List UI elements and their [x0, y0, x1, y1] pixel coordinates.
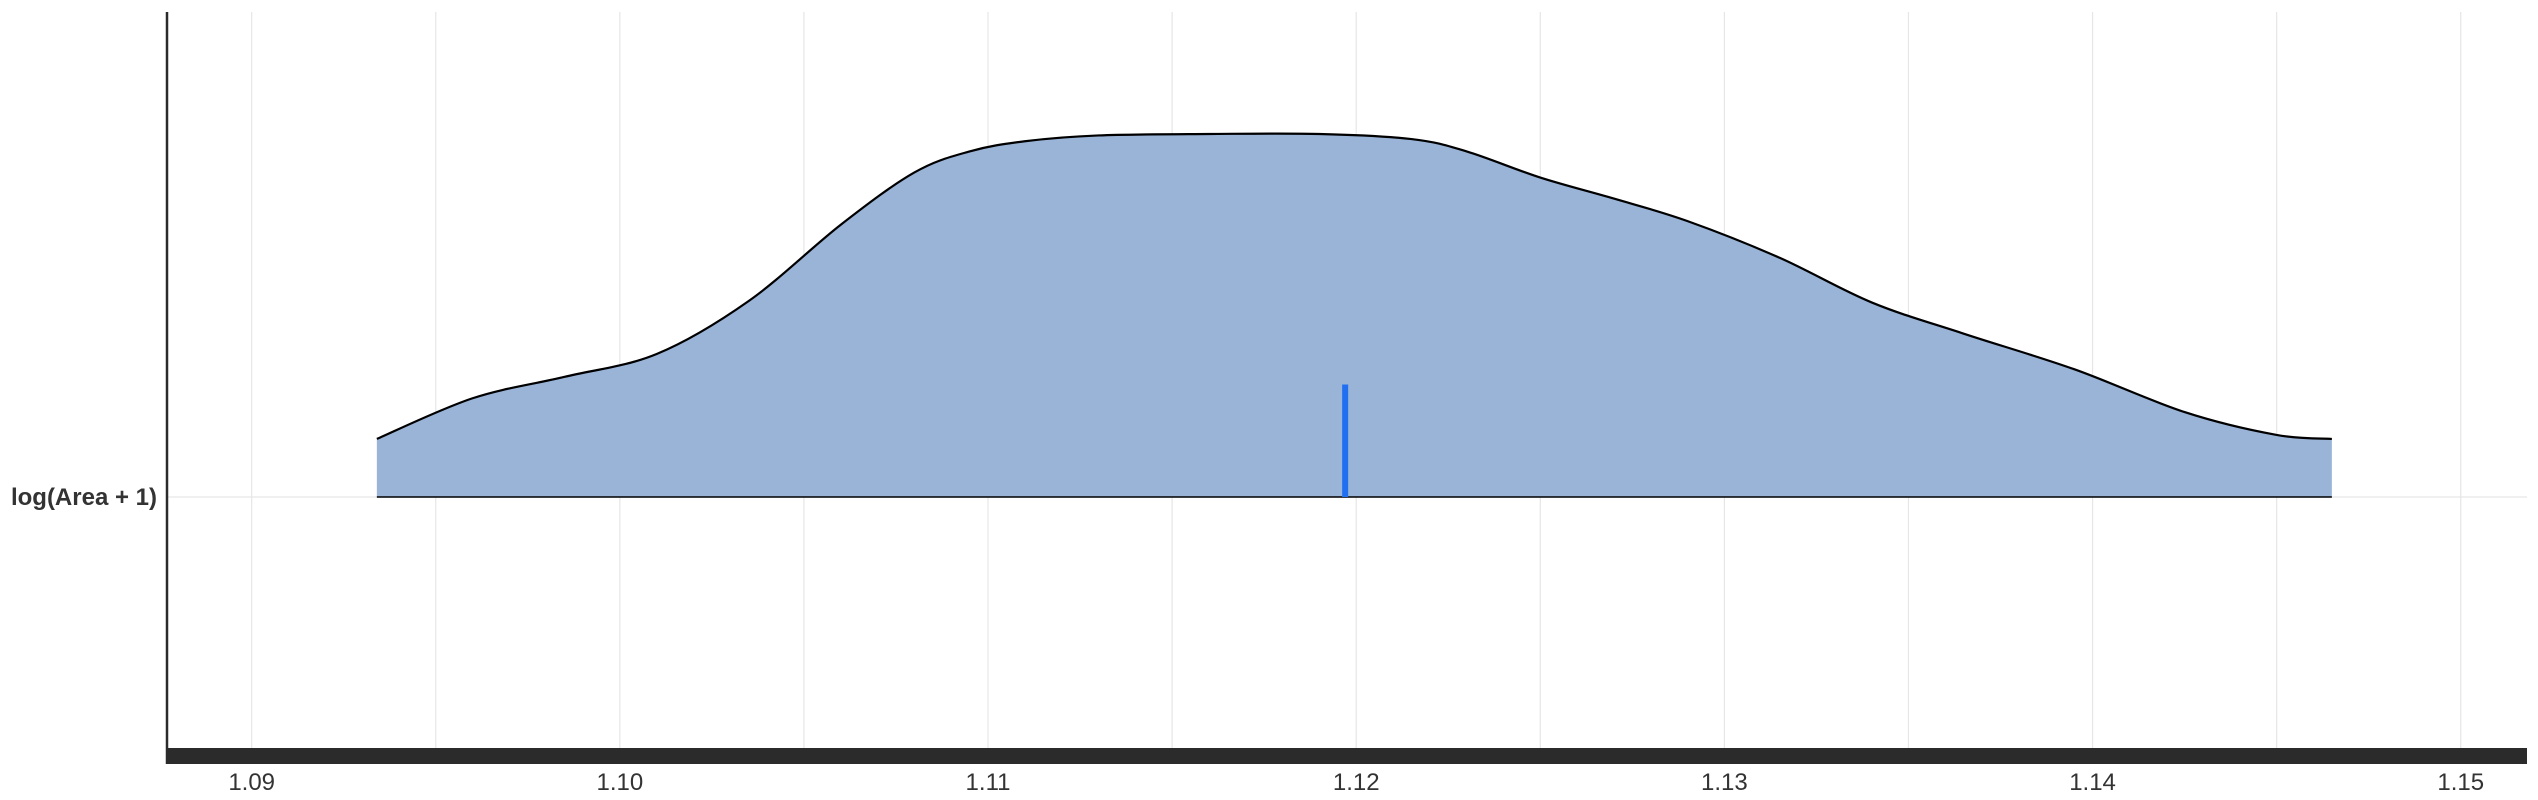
label-layer: log(Area + 1) 1.09 1.10 1.11 1.12 1.13 1.14 1.1…	[11, 484, 2484, 796]
x-tick-label: 1.15	[2437, 769, 2484, 796]
x-tick-label: 1.10	[596, 769, 643, 796]
density-area	[376, 133, 2332, 497]
density-layer	[376, 132, 2332, 498]
x-tick-label: 1.11	[966, 769, 1011, 796]
axis-layer	[165, 12, 2527, 764]
density-line	[376, 132, 2332, 441]
x-axis-bar	[167, 748, 2527, 764]
x-tick-label: 1.09	[228, 769, 275, 796]
x-tick-label: 1.12	[1333, 769, 1380, 796]
x-tick-label: 1.14	[2069, 769, 2116, 796]
x-tick-label: 1.13	[1701, 769, 1748, 796]
y-tick-label: log(Area + 1)	[11, 484, 157, 511]
